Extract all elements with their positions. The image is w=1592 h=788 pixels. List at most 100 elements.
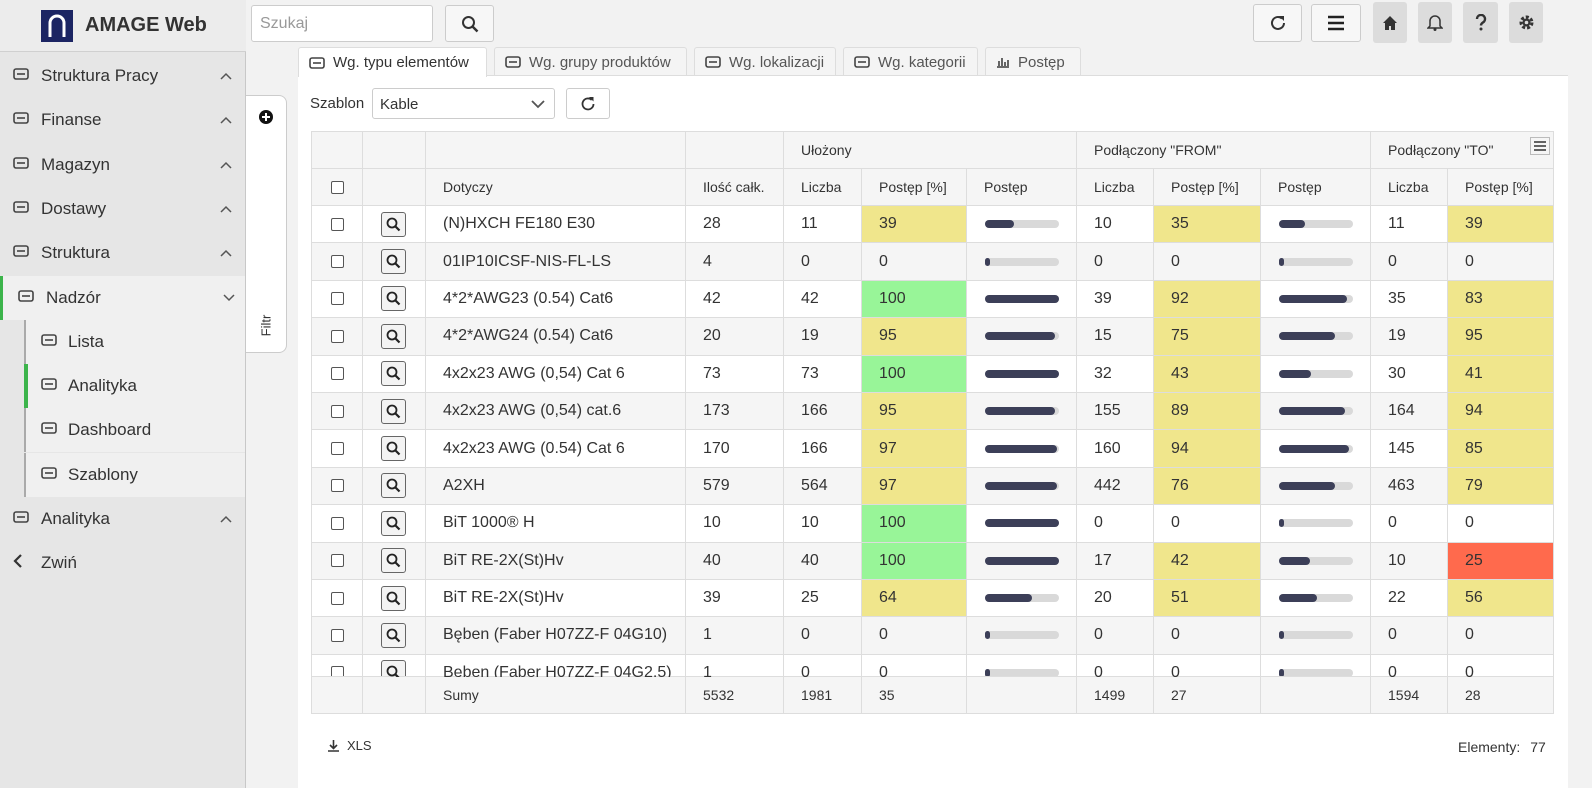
column-header[interactable]: Liczba bbox=[1370, 168, 1449, 206]
cell bbox=[362, 429, 426, 468]
row-checkbox[interactable] bbox=[331, 217, 344, 231]
column-header[interactable]: Postęp [%] bbox=[861, 168, 967, 206]
help-button[interactable] bbox=[1463, 2, 1498, 43]
menu-item[interactable]: Analityka bbox=[0, 497, 245, 541]
row-checkbox[interactable] bbox=[331, 516, 344, 530]
footer-value: 1594 bbox=[1370, 676, 1448, 714]
row-details[interactable] bbox=[381, 436, 406, 462]
row-checkbox[interactable] bbox=[331, 292, 344, 306]
tab-label: Postęp bbox=[1018, 53, 1065, 71]
submenu-item[interactable]: Szablony bbox=[24, 452, 245, 497]
progress-cell bbox=[1260, 242, 1371, 281]
template-refresh[interactable] bbox=[566, 88, 610, 119]
submenu-item[interactable]: Analityka bbox=[24, 364, 245, 409]
row-checkbox[interactable] bbox=[331, 479, 344, 493]
column-header[interactable]: Liczba bbox=[1076, 168, 1155, 206]
cell: 19 bbox=[1370, 317, 1448, 356]
group-row: Ułożony Podłączony "FROM" Podłączony "TO" bbox=[311, 131, 1555, 169]
row-details[interactable] bbox=[381, 660, 406, 677]
percent-cell: 0 bbox=[861, 653, 967, 677]
row-details[interactable] bbox=[381, 473, 406, 499]
filter-label: Filtr bbox=[258, 314, 274, 337]
search-button[interactable] bbox=[445, 5, 494, 42]
percent-cell: 95 bbox=[861, 391, 967, 431]
row-details[interactable] bbox=[381, 548, 406, 574]
cell bbox=[362, 279, 426, 319]
row-details[interactable] bbox=[381, 510, 406, 536]
row-details[interactable] bbox=[381, 211, 406, 237]
tab[interactable]: Wg. lokalizacji bbox=[694, 47, 836, 76]
row-details[interactable] bbox=[381, 286, 406, 312]
row-checkbox[interactable] bbox=[331, 442, 344, 456]
tab[interactable]: Wg. kategorii bbox=[843, 47, 978, 76]
home-button[interactable] bbox=[1373, 2, 1407, 43]
percent-cell: 56 bbox=[1447, 578, 1554, 618]
row-checkbox[interactable] bbox=[331, 367, 344, 381]
cell bbox=[362, 354, 426, 393]
column-header[interactable]: Postęp [%] bbox=[1447, 168, 1555, 206]
table-row: 4*2*AWG24 (0.54) Cat6 20 19 95 15 75 19 95 bbox=[311, 317, 1554, 356]
column-header[interactable]: Postęp [%] bbox=[1153, 168, 1262, 206]
cell: 173 bbox=[685, 391, 784, 431]
progress-fill bbox=[1279, 556, 1311, 565]
column-header[interactable]: Postęp bbox=[965, 168, 1078, 206]
export-button[interactable]: XLS bbox=[328, 738, 372, 753]
menu-label: Analityka bbox=[41, 509, 110, 528]
column-header[interactable]: Liczba bbox=[783, 168, 862, 206]
filter-panel[interactable]: Filtr bbox=[246, 95, 287, 353]
count-value: 77 bbox=[1530, 739, 1546, 755]
menu-button[interactable] bbox=[1311, 4, 1361, 42]
row-checkbox[interactable] bbox=[331, 329, 344, 343]
progress-fill bbox=[985, 257, 990, 266]
row-details[interactable] bbox=[381, 585, 406, 611]
percent-cell: 97 bbox=[861, 429, 967, 468]
template-select[interactable]: Kable bbox=[372, 88, 555, 119]
column-menu[interactable] bbox=[1530, 137, 1550, 155]
menu-item[interactable]: Dostawy bbox=[0, 187, 245, 231]
settings-button[interactable] bbox=[1509, 2, 1543, 43]
menu-item[interactable]: Struktura bbox=[0, 231, 245, 275]
tab[interactable]: Wg. grupy produktów bbox=[494, 47, 687, 76]
menu-item[interactable]: Magazyn bbox=[0, 143, 245, 187]
row-details[interactable] bbox=[381, 361, 406, 387]
row-checkbox[interactable] bbox=[331, 666, 344, 677]
column-header[interactable]: Dotyczy bbox=[425, 168, 686, 206]
cell: (N)HXCH FE180 E30 bbox=[425, 205, 686, 244]
percent-cell: 0 bbox=[1447, 242, 1554, 281]
cell: 160 bbox=[1076, 429, 1154, 468]
search-input[interactable]: Szukaj bbox=[251, 5, 433, 42]
row-details[interactable] bbox=[381, 398, 406, 424]
column-header[interactable]: Ilość całk. bbox=[685, 168, 784, 206]
column-header[interactable]: Postęp bbox=[1260, 168, 1372, 206]
tab[interactable]: Wg. typu elementów bbox=[298, 47, 487, 77]
row-details[interactable] bbox=[381, 249, 406, 275]
cell: 01IP10ICSF-NIS-FL-LS bbox=[425, 242, 686, 281]
progress-track bbox=[1279, 594, 1353, 603]
progress-track bbox=[985, 294, 1059, 303]
row-details[interactable] bbox=[381, 622, 406, 648]
progress-fill bbox=[1279, 594, 1317, 603]
percent-cell: 41 bbox=[1447, 354, 1554, 393]
row-checkbox[interactable] bbox=[331, 255, 344, 269]
row-checkbox[interactable] bbox=[331, 554, 344, 568]
cell: Bęben (Faber H07ZZ-F 04G10) bbox=[425, 616, 686, 655]
submenu-item[interactable]: Dashboard bbox=[24, 408, 245, 453]
cell: 0 bbox=[783, 616, 862, 655]
tbody: Ułożony Podłączony "FROM" Podłączony "TO" D… bbox=[311, 131, 1555, 206]
row-checkbox[interactable] bbox=[331, 591, 344, 605]
select-all[interactable] bbox=[331, 180, 344, 194]
tab[interactable]: Postęp bbox=[985, 47, 1081, 76]
sidebar: AMAGE Web Struktura Pracy Finanse Magazyn D… bbox=[0, 0, 246, 788]
submenu-item[interactable]: Lista bbox=[24, 319, 245, 364]
menu-item[interactable]: Zwiń bbox=[0, 541, 245, 585]
progress-fill bbox=[985, 444, 1057, 453]
progress-track bbox=[1279, 220, 1353, 229]
row-checkbox[interactable] bbox=[331, 628, 344, 642]
menu-item[interactable]: Finanse bbox=[0, 98, 245, 142]
refresh-button[interactable] bbox=[1253, 4, 1302, 42]
notifications-button[interactable] bbox=[1418, 2, 1452, 43]
menu-item[interactable]: Struktura Pracy bbox=[0, 54, 245, 98]
row-details[interactable] bbox=[381, 323, 406, 349]
row-checkbox[interactable] bbox=[331, 404, 344, 418]
menu-item[interactable]: Nadzór bbox=[0, 275, 245, 320]
